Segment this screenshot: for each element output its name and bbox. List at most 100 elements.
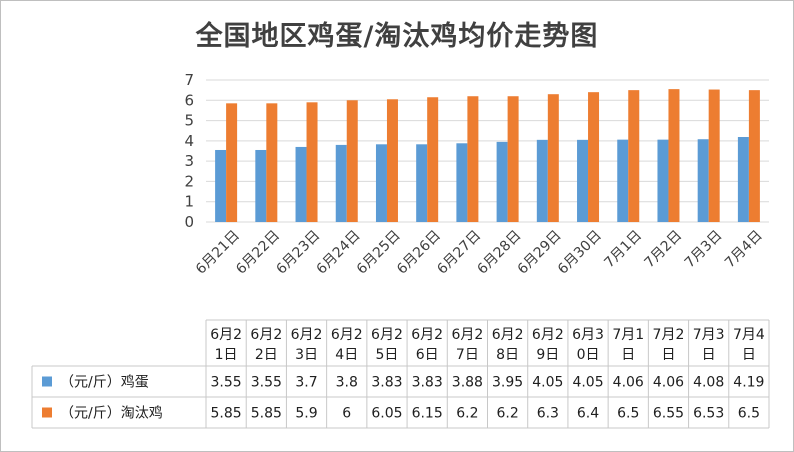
bar-culled-hen [306,102,318,222]
x-tick-label: 6月23日 [273,228,323,278]
table-header: 7月2 [653,327,685,343]
table-header: 7月3 [693,327,725,343]
bar-culled-hen [668,89,680,222]
table-header: 6月3 [572,327,604,343]
table-header: 6月2 [291,327,323,343]
table-value: 3.83 [371,375,402,391]
bar-egg [295,146,307,222]
x-tick-label: 7月4日 [722,228,766,272]
x-tick-label: 7月2日 [642,228,686,272]
x-tick-label: 6月21日 [193,228,243,278]
table-header: 6月2 [451,327,483,343]
y-tick-label: 1 [184,193,194,211]
table-value: 6.05 [371,406,402,422]
bar-culled-hen [708,89,720,222]
bar-egg [737,137,749,222]
bar-egg [456,143,468,222]
x-tick-label: 6月27日 [434,228,484,278]
bar-culled-hen [628,90,640,223]
bar-egg [375,144,387,222]
bar-egg [215,149,227,222]
table-value: 3.55 [211,375,242,391]
table-header: 7月1 [612,327,644,343]
chart-title: 全国地区鸡蛋/淘汰鸡均价走势图 [195,21,599,52]
table-value: 3.95 [492,375,523,391]
table-value: 6.3 [537,406,559,422]
bar-egg [617,139,629,222]
bar-culled-hen [507,96,519,222]
bar-egg [577,139,589,222]
table-header: 6月2 [371,327,403,343]
x-tick-label: 6月25日 [354,228,404,278]
table-header: 6日 [416,347,439,363]
bar-egg [697,139,709,222]
table-header: 9日 [536,347,559,363]
table-value: 3.8 [336,375,358,391]
legend-label: （元/斤）淘汰鸡 [60,405,163,422]
table-header: 7日 [456,347,479,363]
x-tick-label: 7月3日 [682,228,726,272]
table-value: 3.7 [295,375,317,391]
x-tick-label: 6月30日 [555,228,605,278]
bar-culled-hen [226,103,238,222]
bar-egg [657,139,669,222]
legend-label: （元/斤）鸡蛋 [60,374,149,391]
bar-culled-hen [386,99,398,222]
x-tick-label: 6月26日 [394,228,444,278]
y-tick-label: 4 [184,132,194,150]
legend-swatch [42,407,52,418]
y-tick-label: 3 [184,152,194,170]
bar-culled-hen [427,97,439,222]
table-header: 日 [702,347,716,363]
table-header: 6月2 [492,327,524,343]
bar-culled-hen [748,90,760,223]
bar-egg [496,141,508,222]
x-tick-label: 6月22日 [233,228,283,278]
bar-egg [536,139,548,222]
table-header: 5日 [376,347,399,363]
table-value: 6.2 [496,406,518,422]
table-header: 7月4 [733,327,765,343]
table-header: 2日 [255,347,278,363]
table-header: 6月2 [331,327,363,343]
bar-egg [255,149,267,222]
bar-culled-hen [346,100,358,222]
bar-culled-hen [266,103,278,222]
table-value: 6.5 [738,406,760,422]
x-tick-label: 6月29日 [515,228,565,278]
y-tick-label: 5 [184,112,194,130]
y-tick-label: 7 [184,71,194,89]
table-header: 6月2 [250,327,282,343]
table-value: 6.15 [412,406,443,422]
table-value: 5.85 [211,406,242,422]
table-value: 6 [342,406,351,422]
y-tick-label: 0 [184,213,194,231]
table-header: 8日 [496,347,519,363]
legend-swatch [42,376,52,387]
bar-culled-hen [547,94,559,222]
bar-egg [335,144,347,222]
table-header: 1日 [215,347,238,363]
table-header: 6月2 [532,327,564,343]
table-value: 6.5 [617,406,639,422]
bar-egg [416,144,428,222]
table-value: 4.08 [693,375,724,391]
table-value: 4.06 [613,375,644,391]
table-value: 5.85 [251,406,282,422]
table-header: 3日 [295,347,318,363]
table-header: 日 [742,347,756,363]
table-header: 4日 [335,347,358,363]
table-value: 4.05 [532,375,563,391]
x-tick-label: 6月24日 [314,228,364,278]
table-value: 6.53 [693,406,724,422]
table-value: 3.55 [251,375,282,391]
bar-culled-hen [467,96,479,222]
y-tick-label: 6 [184,91,194,109]
table-value: 4.06 [653,375,684,391]
x-tick-label: 7月1日 [601,228,645,272]
table-value: 6.55 [653,406,684,422]
bar-culled-hen [588,92,600,223]
table-value: 6.4 [577,406,599,422]
